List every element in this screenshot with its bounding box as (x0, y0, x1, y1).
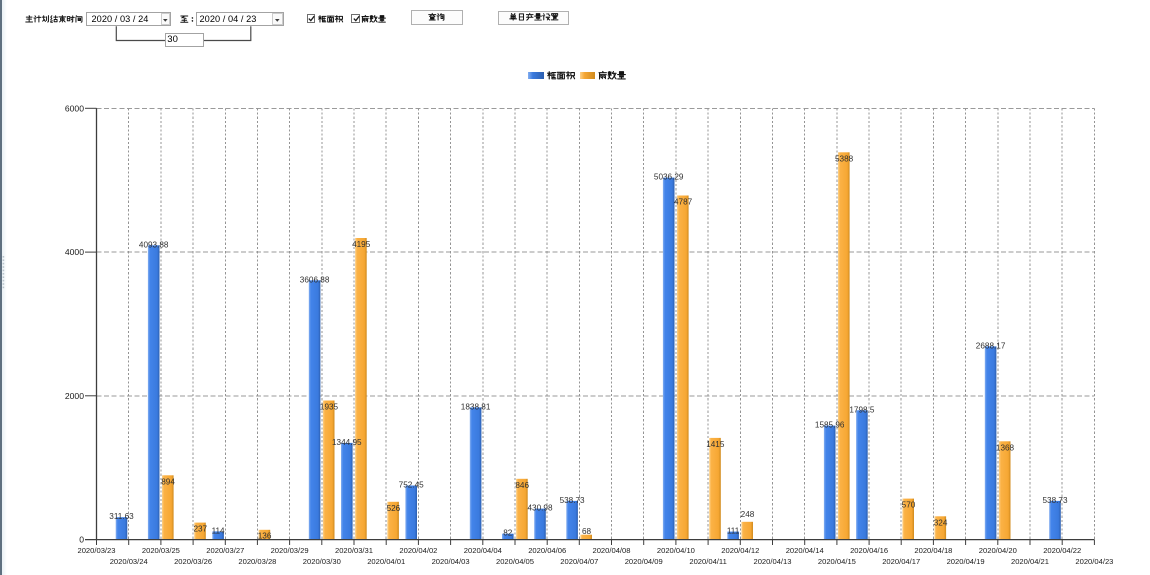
svg-text:2020/04/08: 2020/04/08 (592, 546, 630, 555)
svg-text:570: 570 (902, 501, 916, 510)
svg-text:4787: 4787 (674, 198, 693, 207)
svg-text:2020/04/20: 2020/04/20 (979, 546, 1017, 555)
svg-text:752.45: 752.45 (399, 481, 424, 490)
svg-text:136: 136 (258, 532, 272, 541)
svg-text:430.98: 430.98 (527, 504, 552, 513)
svg-text:2688.17: 2688.17 (976, 341, 1006, 350)
svg-text:237: 237 (193, 525, 207, 534)
svg-text:6000: 6000 (65, 103, 84, 113)
svg-text:2020/04/04: 2020/04/04 (464, 546, 502, 555)
svg-text:324: 324 (934, 518, 948, 527)
svg-text:1344.95: 1344.95 (332, 438, 362, 447)
svg-text:2020/03/29: 2020/03/29 (271, 546, 309, 555)
svg-text:311.63: 311.63 (109, 512, 134, 521)
svg-text:2020/04/07: 2020/04/07 (560, 557, 598, 566)
svg-text:526: 526 (387, 504, 401, 513)
svg-text:4195: 4195 (352, 240, 371, 249)
svg-text:2020/04/17: 2020/04/17 (882, 557, 920, 566)
svg-text:1368: 1368 (996, 443, 1015, 452)
svg-text:3606.88: 3606.88 (300, 275, 330, 284)
svg-text:2020/04/12: 2020/04/12 (721, 546, 759, 555)
svg-text:2020/03/25: 2020/03/25 (142, 546, 180, 555)
svg-text:2020/04/05: 2020/04/05 (496, 557, 534, 566)
svg-text:2000: 2000 (65, 391, 84, 401)
svg-text:2020/04/14: 2020/04/14 (786, 546, 824, 555)
svg-text:2020/03/28: 2020/03/28 (238, 557, 276, 566)
svg-text:2020/04/02: 2020/04/02 (399, 546, 437, 555)
svg-text:2020/04/10: 2020/04/10 (657, 546, 695, 555)
svg-text:82: 82 (503, 529, 513, 538)
svg-text:1585.96: 1585.96 (815, 421, 845, 430)
svg-text:2020/04/16: 2020/04/16 (850, 546, 888, 555)
svg-text:1798.5: 1798.5 (849, 405, 874, 414)
svg-text:2020/04/03: 2020/04/03 (432, 557, 470, 566)
svg-text:2020/04/01: 2020/04/01 (367, 557, 405, 566)
svg-text:2020/04/15: 2020/04/15 (818, 557, 856, 566)
svg-text:4000: 4000 (65, 247, 84, 257)
svg-text:114: 114 (212, 526, 225, 535)
svg-text:2020/04/23: 2020/04/23 (1075, 557, 1113, 566)
svg-text:2020/03/26: 2020/03/26 (174, 557, 212, 566)
svg-text:68: 68 (582, 527, 592, 536)
svg-text:2020/04/09: 2020/04/09 (625, 557, 663, 566)
svg-text:5388: 5388 (835, 154, 854, 163)
svg-text:2020/04/21: 2020/04/21 (1011, 557, 1049, 566)
svg-text:2020/04/13: 2020/04/13 (753, 557, 791, 566)
svg-text:1415: 1415 (706, 440, 725, 449)
svg-text:2020/04/19: 2020/04/19 (947, 557, 985, 566)
svg-text:2020/03/30: 2020/03/30 (303, 557, 341, 566)
svg-text:1935: 1935 (320, 403, 339, 412)
svg-text:538.73: 538.73 (1042, 496, 1067, 505)
svg-text:4093.88: 4093.88 (139, 240, 169, 249)
svg-text:248: 248 (741, 510, 755, 519)
svg-text:2020/03/23: 2020/03/23 (77, 546, 115, 555)
svg-text:1838.81: 1838.81 (461, 402, 491, 411)
svg-text:846: 846 (515, 481, 529, 490)
svg-text:0: 0 (79, 535, 84, 545)
svg-text:2020/03/31: 2020/03/31 (335, 546, 373, 555)
svg-text:2020/04/11: 2020/04/11 (689, 557, 726, 566)
svg-text:5036.29: 5036.29 (654, 173, 684, 182)
svg-text:2020/03/24: 2020/03/24 (110, 557, 148, 566)
svg-text:2020/04/18: 2020/04/18 (914, 546, 952, 555)
svg-text:2020/03/27: 2020/03/27 (206, 546, 244, 555)
svg-text:2020/04/06: 2020/04/06 (528, 546, 566, 555)
svg-text:111: 111 (727, 527, 740, 536)
svg-text:894: 894 (161, 477, 175, 486)
svg-text:2020/04/22: 2020/04/22 (1043, 546, 1081, 555)
svg-text:538.73: 538.73 (560, 496, 585, 505)
